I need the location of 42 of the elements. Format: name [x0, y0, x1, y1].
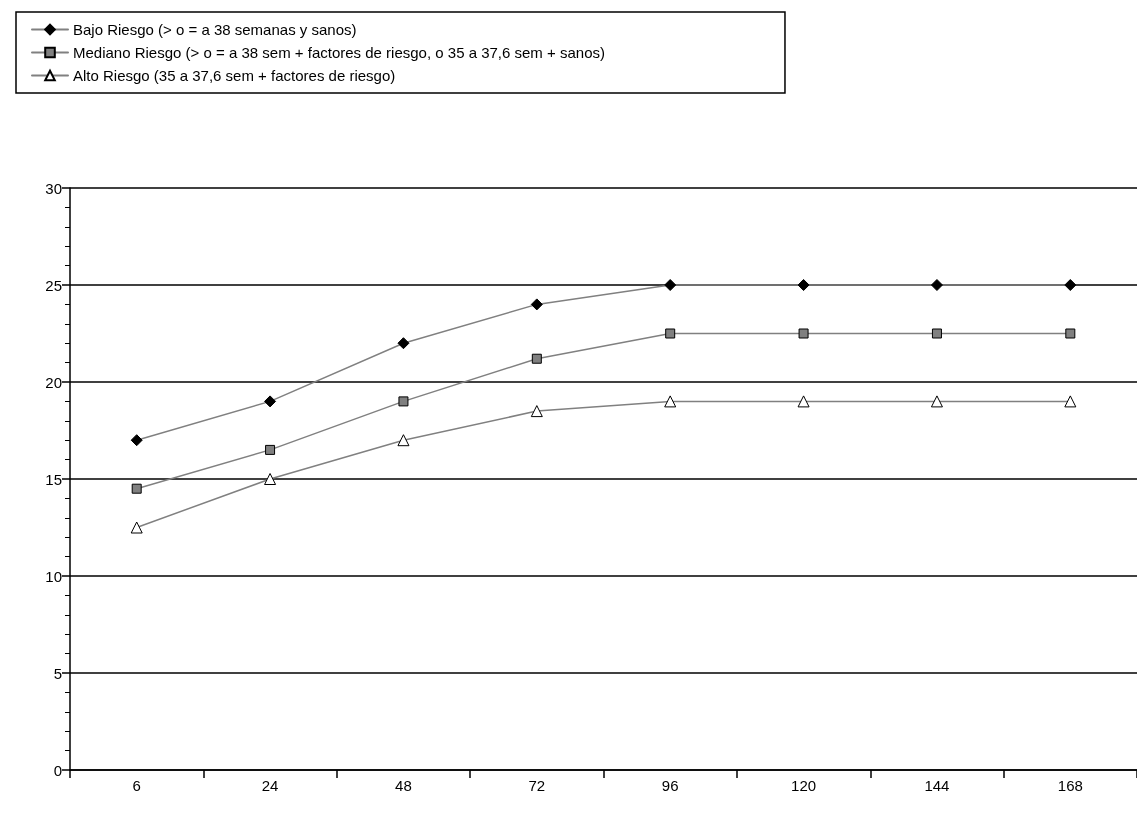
y-tick-label: 0 [53, 761, 62, 779]
point [531, 353, 542, 364]
point [264, 395, 277, 408]
point [1065, 328, 1076, 339]
point [130, 434, 143, 447]
y-tick-label: 30 [45, 179, 62, 197]
legend-label: Alto Riesgo (35 a 37,6 sem + factores de riesgo) [73, 67, 396, 84]
x-tick-label: 144 [924, 777, 950, 794]
point [131, 483, 142, 494]
y-tick-label: 5 [53, 664, 62, 682]
x-tick-label: 168 [1057, 777, 1083, 794]
point [530, 298, 543, 311]
point [530, 405, 543, 418]
point [397, 337, 410, 350]
point [931, 328, 942, 339]
point [264, 473, 277, 485]
point [398, 396, 409, 407]
point [798, 328, 809, 339]
point [130, 521, 143, 534]
legend-label: Bajo Riesgo (> o = a 38 semanas y sanos) [73, 21, 357, 38]
point [797, 279, 810, 291]
y-tick-label: 20 [45, 373, 62, 391]
point [665, 328, 676, 339]
x-tick-label: 96 [661, 777, 679, 794]
y-tick-label: 15 [45, 470, 62, 488]
legend-label: Mediano Riesgo (> o = a 38 sem + factores de riesgo, o 35 a 37,6 sem + sanos) [73, 44, 605, 61]
point [930, 395, 943, 408]
point [664, 395, 677, 408]
x-tick-label: 72 [528, 777, 546, 794]
point [1064, 279, 1077, 291]
x-tick-label: 24 [261, 777, 279, 794]
y-tick-label: 10 [45, 567, 62, 585]
point [397, 434, 410, 447]
x-tick-label: 6 [132, 777, 141, 794]
point [1064, 395, 1077, 408]
point [664, 279, 677, 291]
point [797, 395, 810, 408]
y-tick-label: 25 [45, 276, 62, 294]
x-tick-label: 120 [791, 777, 817, 794]
point [265, 444, 276, 455]
x-tick-label: 48 [395, 777, 412, 794]
point [930, 279, 943, 291]
